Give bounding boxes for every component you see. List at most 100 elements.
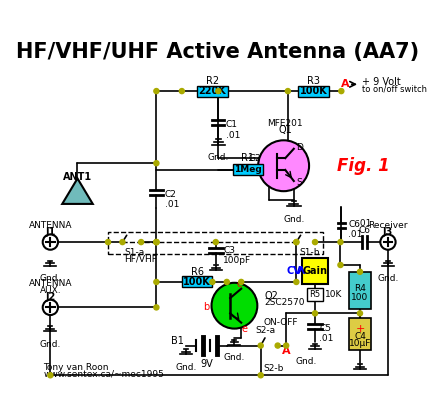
Text: www.sentex.ca/~mec1995: www.sentex.ca/~mec1995	[43, 370, 164, 378]
Circle shape	[258, 373, 263, 378]
Text: .01: .01	[356, 219, 371, 228]
FancyBboxPatch shape	[297, 86, 328, 97]
Text: C5
.01: C5 .01	[319, 324, 333, 344]
Circle shape	[211, 283, 257, 329]
Circle shape	[213, 240, 218, 245]
Circle shape	[258, 343, 263, 348]
Text: Q1: Q1	[278, 125, 292, 135]
Circle shape	[105, 240, 110, 245]
Text: B1: B1	[171, 336, 184, 347]
Text: 100: 100	[351, 293, 368, 302]
Circle shape	[312, 311, 317, 316]
Text: S1-a: S1-a	[124, 248, 144, 257]
Text: 220K: 220K	[198, 86, 226, 96]
Text: C2
.01: C2 .01	[164, 190, 179, 209]
Text: AUX.: AUX.	[39, 286, 61, 295]
Text: R3: R3	[306, 76, 319, 86]
Text: CV: CV	[286, 266, 301, 276]
Text: Gnd.: Gnd.	[295, 357, 316, 367]
Circle shape	[154, 305, 158, 310]
Circle shape	[154, 240, 158, 245]
Circle shape	[283, 343, 288, 348]
Text: S2-b: S2-b	[263, 364, 283, 373]
Circle shape	[338, 89, 343, 94]
Circle shape	[275, 343, 279, 348]
Text: D: D	[296, 143, 302, 152]
Text: C1
.01: C1 .01	[225, 120, 240, 140]
Circle shape	[48, 373, 53, 378]
Text: 10μF: 10μF	[348, 339, 370, 347]
Text: Gnd.: Gnd.	[39, 274, 61, 283]
Text: C6
.01: C6 .01	[347, 219, 362, 239]
Text: to on/off switch: to on/off switch	[361, 85, 426, 94]
Text: 10K: 10K	[325, 290, 342, 299]
Circle shape	[154, 240, 158, 245]
Text: Fig. 1: Fig. 1	[336, 157, 389, 175]
FancyBboxPatch shape	[307, 288, 322, 301]
Circle shape	[138, 240, 143, 245]
Text: Gain: Gain	[302, 266, 327, 276]
Circle shape	[43, 300, 58, 315]
Text: C3
100pF: C3 100pF	[223, 246, 251, 265]
Text: Q2: Q2	[263, 291, 277, 301]
Text: R4: R4	[353, 284, 365, 293]
Text: Gnd.: Gnd.	[207, 153, 228, 162]
Text: c: c	[237, 279, 242, 289]
Circle shape	[179, 89, 184, 94]
Text: + 9 Volt: + 9 Volt	[361, 77, 400, 87]
Text: HF/VHF/UHF Active Antenna (AA7): HF/VHF/UHF Active Antenna (AA7)	[16, 42, 418, 62]
Text: ANTENNA: ANTENNA	[29, 279, 72, 288]
FancyBboxPatch shape	[348, 318, 370, 350]
Circle shape	[154, 89, 158, 94]
Text: ANTENNA: ANTENNA	[29, 221, 72, 229]
Text: 100K: 100K	[183, 277, 210, 287]
Text: Tony van Roon: Tony van Roon	[43, 362, 109, 372]
Circle shape	[238, 279, 243, 285]
Circle shape	[293, 240, 298, 245]
Text: R2: R2	[205, 76, 218, 86]
Circle shape	[379, 234, 395, 250]
Circle shape	[293, 279, 298, 285]
Text: A: A	[341, 79, 349, 89]
Circle shape	[209, 279, 214, 285]
Text: HF/VHF: HF/VHF	[124, 255, 157, 263]
Text: 2SC2570: 2SC2570	[263, 298, 304, 307]
Text: R1: R1	[241, 153, 254, 163]
Text: J2: J2	[45, 292, 56, 302]
Text: G1: G1	[248, 166, 261, 174]
Text: 9V: 9V	[200, 359, 212, 369]
Text: R6: R6	[190, 267, 203, 277]
Text: 1Meg: 1Meg	[233, 166, 261, 174]
Text: Gnd.: Gnd.	[283, 215, 304, 224]
Text: e: e	[241, 324, 247, 334]
Text: C4: C4	[353, 332, 365, 341]
Text: MFE201: MFE201	[267, 119, 302, 128]
Text: ON-OFF: ON-OFF	[263, 318, 297, 327]
Circle shape	[357, 311, 362, 316]
Text: S1-b: S1-b	[298, 248, 319, 257]
Circle shape	[337, 263, 342, 268]
Text: Gnd.: Gnd.	[175, 362, 196, 372]
Text: b: b	[202, 302, 208, 312]
Polygon shape	[62, 178, 92, 204]
Text: Gnd.: Gnd.	[223, 353, 244, 362]
Circle shape	[120, 240, 125, 245]
Circle shape	[285, 89, 290, 94]
FancyBboxPatch shape	[197, 86, 227, 97]
Circle shape	[357, 269, 362, 274]
Text: Gnd.: Gnd.	[39, 340, 61, 349]
FancyBboxPatch shape	[302, 258, 327, 284]
Text: Gnd.: Gnd.	[376, 274, 398, 283]
FancyBboxPatch shape	[181, 276, 212, 288]
Text: R5: R5	[309, 290, 320, 299]
Circle shape	[258, 140, 309, 191]
Circle shape	[337, 240, 342, 245]
Circle shape	[293, 240, 298, 245]
Text: J1: J1	[45, 227, 56, 237]
Text: S: S	[296, 178, 301, 187]
Circle shape	[224, 279, 229, 285]
Text: Receiver: Receiver	[367, 221, 407, 229]
Text: +: +	[355, 324, 364, 334]
Text: A: A	[281, 346, 290, 356]
Circle shape	[312, 240, 317, 245]
